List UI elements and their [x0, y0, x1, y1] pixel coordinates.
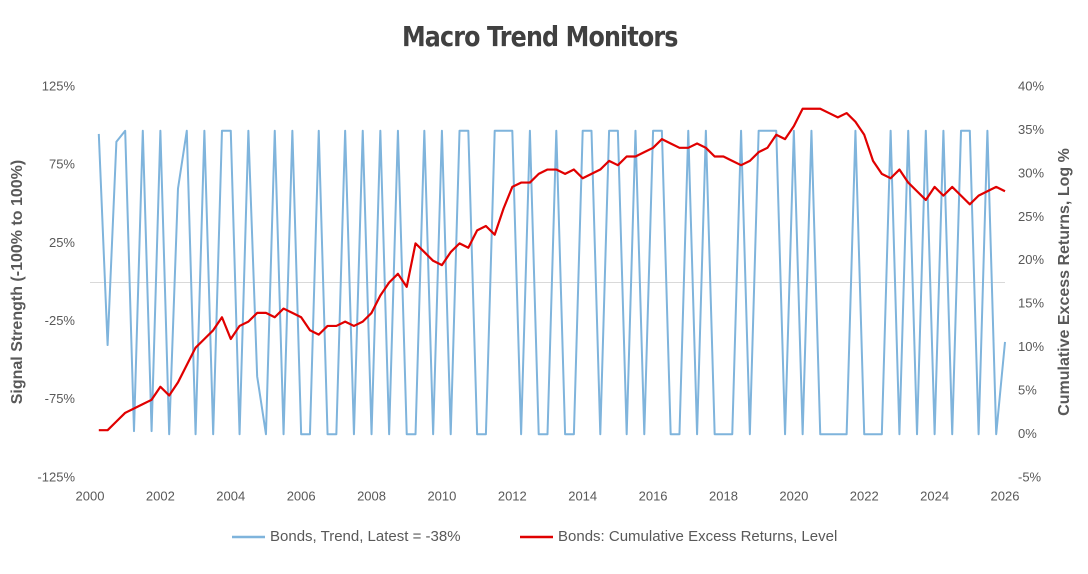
x-tick-label: 2008 [357, 488, 386, 503]
y2-axis-title: Cumulative Excess Returns, Log % [1056, 148, 1073, 416]
x-tick-label: 2004 [216, 488, 245, 503]
chart-title: Macro Trend Monitors [402, 21, 678, 53]
y2-tick-label: 35% [1018, 122, 1044, 137]
y2-tick-label: 40% [1018, 78, 1044, 93]
y2-tick-label: 30% [1018, 165, 1044, 180]
x-tick-label: 2020 [779, 488, 808, 503]
y-tick-label: 25% [49, 235, 75, 250]
x-tick-label: 2014 [568, 488, 597, 503]
x-tick-label: 2016 [639, 488, 668, 503]
x-tick-label: 2000 [76, 488, 105, 503]
series-line [97, 129, 1006, 436]
x-tick-label: 2024 [920, 488, 949, 503]
y2-tick-label: 0% [1018, 426, 1037, 441]
y2-tick-label: 20% [1018, 252, 1044, 267]
x-tick-label: 2002 [146, 488, 175, 503]
x-tick-label: 2022 [850, 488, 879, 503]
x-tick-label: 2018 [709, 488, 738, 503]
y-tick-label: -125% [37, 469, 75, 484]
y-tick-label: -25% [45, 313, 76, 328]
legend-label: Bonds, Trend, Latest = -38% [270, 528, 461, 545]
x-tick-label: 2026 [991, 488, 1020, 503]
x-tick-label: 2006 [287, 488, 316, 503]
y-tick-label: -75% [45, 391, 76, 406]
y2-tick-label: 15% [1018, 296, 1044, 311]
legend-label: Bonds: Cumulative Excess Returns, Level [558, 528, 837, 545]
x-tick-label: 2012 [498, 488, 527, 503]
x-tick-label: 2010 [427, 488, 456, 503]
y2-tick-label: -5% [1018, 469, 1042, 484]
y2-tick-label: 25% [1018, 209, 1044, 224]
y-tick-label: 75% [49, 157, 75, 172]
y-tick-label: 125% [42, 78, 76, 93]
y2-tick-label: 10% [1018, 339, 1044, 354]
y2-tick-label: 5% [1018, 383, 1037, 398]
y-axis-title: Signal Strength (-100% to 100%) [9, 160, 26, 405]
series-line [98, 107, 1006, 432]
